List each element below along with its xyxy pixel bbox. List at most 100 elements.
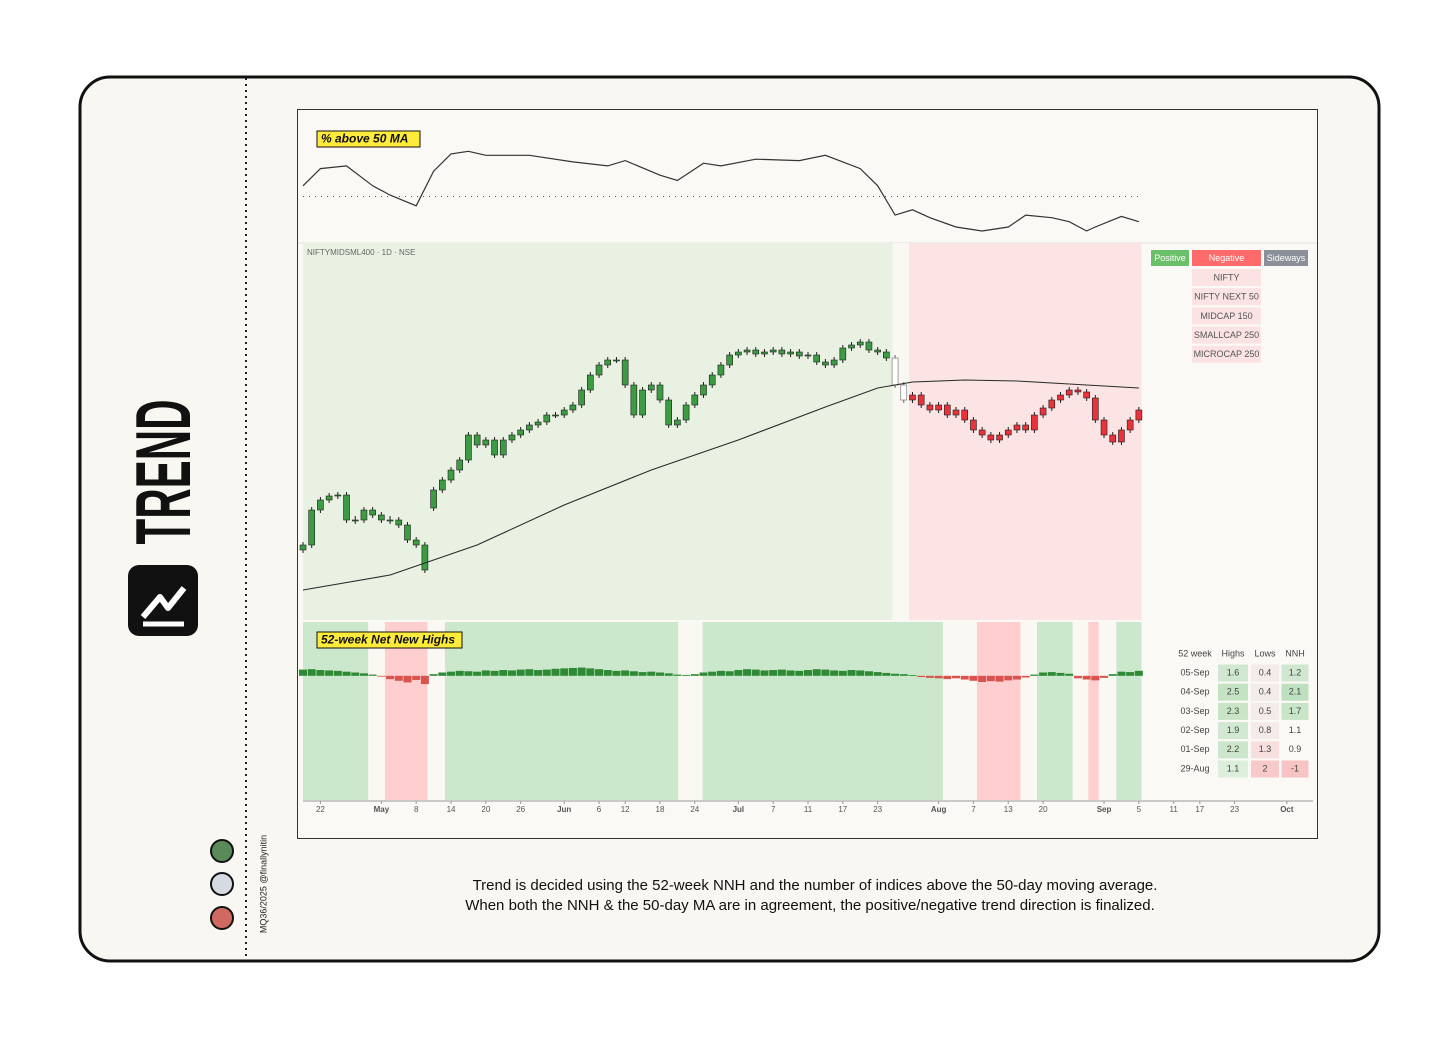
candle-body xyxy=(883,351,890,359)
x-tick-label: 22 xyxy=(316,805,325,814)
nnh-bar xyxy=(804,670,812,676)
candle-body xyxy=(578,389,585,406)
nnh-bar xyxy=(1073,675,1082,679)
nnh-bar xyxy=(525,669,534,676)
nnh-bar xyxy=(499,670,508,676)
candle-body xyxy=(473,434,481,446)
candle-body xyxy=(1048,399,1056,409)
nnh-bar xyxy=(1082,675,1091,680)
x-tick-label: 23 xyxy=(873,805,882,814)
x-tick-label: 6 xyxy=(597,805,602,814)
regime-row-label: MICROCAP 250 xyxy=(1194,349,1260,359)
candle-body xyxy=(691,394,699,406)
nnh-bar xyxy=(612,670,621,676)
table-cell xyxy=(1251,664,1279,682)
candle-body xyxy=(343,494,350,521)
x-tick-label: 20 xyxy=(1039,805,1048,814)
candle-body xyxy=(682,404,690,421)
candle-body xyxy=(961,409,969,421)
candle-body xyxy=(717,364,725,376)
nnh-bar xyxy=(873,672,882,676)
candle-body xyxy=(752,349,760,355)
candle-body xyxy=(386,519,394,522)
nnh-bar xyxy=(1117,671,1126,676)
regime-band xyxy=(1098,622,1117,800)
nnh-bar xyxy=(864,671,873,676)
candle-body xyxy=(726,354,733,366)
table-cell xyxy=(1218,683,1248,701)
brand: TREND xyxy=(119,400,207,545)
nnh-bar xyxy=(560,668,569,676)
candle-body xyxy=(604,359,612,366)
nnh-bar xyxy=(655,672,664,676)
regime-legend-label: Positive xyxy=(1154,253,1186,263)
candle-body xyxy=(412,539,420,546)
candle-body xyxy=(447,469,455,481)
table-value: 1.1 xyxy=(1227,763,1240,773)
table-cell xyxy=(1218,722,1248,740)
candle-body xyxy=(804,354,812,357)
nnh-bar xyxy=(777,669,786,676)
table-value: 2.3 xyxy=(1227,706,1240,716)
nnh-bar xyxy=(1021,675,1030,678)
regime-row xyxy=(1192,345,1261,363)
candle-body xyxy=(430,489,437,509)
candle-body xyxy=(543,414,551,423)
nnh-bar xyxy=(830,670,839,676)
dot-gray xyxy=(210,872,234,896)
table-value: 1.7 xyxy=(1289,706,1302,716)
nnh-bar xyxy=(429,674,438,676)
nnh-bar xyxy=(995,675,1004,682)
candle-body xyxy=(735,351,742,356)
candle-body xyxy=(1083,391,1090,399)
regime-row xyxy=(1192,307,1261,325)
nnh-bar xyxy=(838,670,847,676)
candle-body xyxy=(299,544,307,551)
table-value: 29-Aug xyxy=(1180,763,1209,773)
candle-body xyxy=(674,419,681,426)
breadth-line xyxy=(302,150,1140,232)
nnh-bar xyxy=(682,674,691,676)
regime-band xyxy=(1088,622,1099,800)
regime-row-label: NIFTY xyxy=(1214,272,1240,282)
caption-line: Trend is decided using the 52-week NNH a… xyxy=(473,877,1158,894)
candle-body xyxy=(795,351,803,357)
table-header: Highs xyxy=(1221,648,1245,658)
candle-body xyxy=(613,359,620,362)
table-value: 2.1 xyxy=(1289,687,1302,697)
table-value: 1.2 xyxy=(1289,667,1302,677)
table-value: 05-Sep xyxy=(1180,667,1209,677)
candle-body xyxy=(360,509,368,521)
candle-body xyxy=(1022,424,1029,431)
candle-body xyxy=(822,361,829,366)
regime-row-label: SMALLCAP 250 xyxy=(1194,330,1259,340)
logo-mark xyxy=(140,586,187,619)
table-header: 52 week xyxy=(1178,648,1212,658)
x-tick-label: Jul xyxy=(733,805,745,814)
candle-body xyxy=(900,384,908,401)
candle-body xyxy=(708,374,716,386)
nnh-bar xyxy=(316,670,325,676)
nnh-bar xyxy=(647,671,656,676)
table-cell xyxy=(1281,702,1309,720)
table-value: 2.2 xyxy=(1227,744,1240,754)
regime-band xyxy=(444,622,679,800)
candle-body xyxy=(1074,389,1082,393)
regime-band xyxy=(678,622,703,800)
regime-band xyxy=(303,243,893,620)
nnh-bar xyxy=(307,669,316,676)
nnh-bar xyxy=(917,675,926,678)
nnh-bar xyxy=(1065,673,1074,676)
nnh-bar xyxy=(925,675,934,678)
regime-band xyxy=(1020,622,1037,800)
nnh-bar xyxy=(359,673,368,676)
plot: % above 50 MA NIFTYMIDSML400 · 1D · NSE Po… xyxy=(298,130,1317,814)
nnh-bar xyxy=(1134,670,1143,676)
nnh-bar xyxy=(342,671,351,676)
candle-body xyxy=(421,544,429,571)
table-value: 1.1 xyxy=(1289,725,1302,735)
nnh-bar xyxy=(690,674,699,676)
x-tick-label: 17 xyxy=(838,805,847,814)
table-header: Lows xyxy=(1254,648,1276,658)
candle-body xyxy=(1092,397,1099,421)
